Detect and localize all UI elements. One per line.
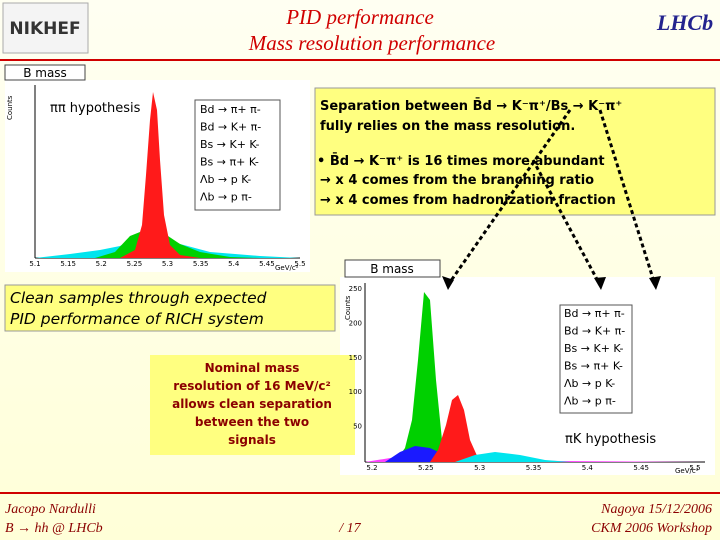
x-tick-label: 5.1 xyxy=(29,260,40,268)
legend-entry: Bd → π+ π- xyxy=(200,103,261,116)
legend-entry: Λb → p K- xyxy=(200,173,251,186)
legend-entry: Bs → K+ K- xyxy=(200,138,259,151)
x-axis-title: GeV/c² xyxy=(675,467,699,475)
legend-entry: Λb → p π- xyxy=(564,395,616,408)
y-tick-label: 100 xyxy=(349,388,362,396)
footer-author: Jacopo Nardulli xyxy=(5,502,96,517)
logo-box xyxy=(2,2,89,54)
legend-entry: Bd → K+ π- xyxy=(200,121,261,134)
x-tick-label: 5.5 xyxy=(294,260,305,268)
histogram-area xyxy=(455,452,570,462)
legend-entry: Bs → K+ K- xyxy=(564,342,623,355)
y-axis-title: Counts xyxy=(6,95,14,120)
subtitle: Mass resolution performance xyxy=(248,31,496,55)
y-tick-label: 200 xyxy=(349,319,362,327)
x-axis-title: GeV/c² xyxy=(275,264,299,272)
arrowheads xyxy=(442,276,661,290)
legend-entry: Λb → p K- xyxy=(564,377,615,390)
legend-entry: Bd → π+ π- xyxy=(564,307,625,320)
legend-entry: Λb → p π- xyxy=(200,191,252,204)
plot-label: B mass xyxy=(23,66,67,80)
text-box xyxy=(4,284,336,332)
label-box xyxy=(4,64,86,81)
legend-entry: Bs → π+ K- xyxy=(564,360,623,373)
plot-frame xyxy=(340,277,715,475)
x-tick-label: 5.25 xyxy=(127,260,143,268)
histogram-area xyxy=(395,292,460,462)
legend-entry: Bd → K+ π- xyxy=(564,325,625,338)
footer-place: Nagoya 15/12/2006 xyxy=(600,502,712,517)
text: → x 4 comes from hadronization fraction xyxy=(320,193,616,208)
text: between the two xyxy=(195,415,309,429)
x-tick-label: 5.15 xyxy=(60,260,76,268)
text: resolution of 16 MeV/c² xyxy=(173,379,331,393)
text: signals xyxy=(228,433,276,447)
text-box xyxy=(314,87,716,216)
footer-event: CKM 2006 Workshop xyxy=(591,521,712,536)
text: Clean samples through expected xyxy=(10,289,267,307)
text: • B̄d → K⁻π⁺ is 16 times more abundant xyxy=(317,153,605,169)
histogram-area xyxy=(430,395,490,462)
footer-topic: B → hh @ LHCb xyxy=(5,521,103,536)
text-box xyxy=(150,355,355,455)
y-tick-label: 150 xyxy=(349,354,362,362)
x-tick-label: 5.4 xyxy=(582,464,594,472)
text: PID performance of RICH system xyxy=(10,310,264,328)
x-tick-label: 5.45 xyxy=(259,260,275,268)
x-tick-label: 5.35 xyxy=(193,260,209,268)
text: allows clean separation xyxy=(172,397,332,411)
x-tick-label: 5.2 xyxy=(96,260,107,268)
y-axis-title: Counts xyxy=(344,295,352,320)
logo-right: LHCb xyxy=(656,10,713,35)
x-tick-label: 5.2 xyxy=(366,464,377,472)
text: fully relies on the mass resolution. xyxy=(320,119,575,134)
y-tick-label: 50 xyxy=(353,423,362,431)
histogram-area xyxy=(120,92,200,258)
logo-left: NIKHEF xyxy=(9,19,80,39)
text: Nominal mass xyxy=(205,361,300,375)
x-tick-label: 5.45 xyxy=(633,464,649,472)
x-tick-label: 5.3 xyxy=(474,464,485,472)
x-tick-label: 5.5 xyxy=(689,464,700,472)
text: Separation between B̄d → K⁻π⁺/Bs → K⁻π⁺ xyxy=(320,98,622,114)
label-box xyxy=(344,259,441,278)
plot-label: B mass xyxy=(370,262,414,276)
y-tick-label: 250 xyxy=(349,285,362,293)
legend-box xyxy=(194,99,281,211)
hypothesis: ππ hypothesis xyxy=(50,101,141,116)
text: → x 4 comes from the branching ratio xyxy=(320,173,594,188)
title: PID performance xyxy=(285,5,434,29)
hypothesis: πK hypothesis xyxy=(565,432,656,447)
x-tick-label: 5.4 xyxy=(228,260,240,268)
x-tick-label: 5.35 xyxy=(526,464,542,472)
x-tick-label: 5.3 xyxy=(162,260,173,268)
legend-entry: Bs → π+ K- xyxy=(200,156,259,169)
page-number: / 17 xyxy=(338,521,361,536)
x-tick-label: 5.25 xyxy=(418,464,434,472)
arrows xyxy=(446,109,657,286)
legend-box xyxy=(559,304,633,414)
